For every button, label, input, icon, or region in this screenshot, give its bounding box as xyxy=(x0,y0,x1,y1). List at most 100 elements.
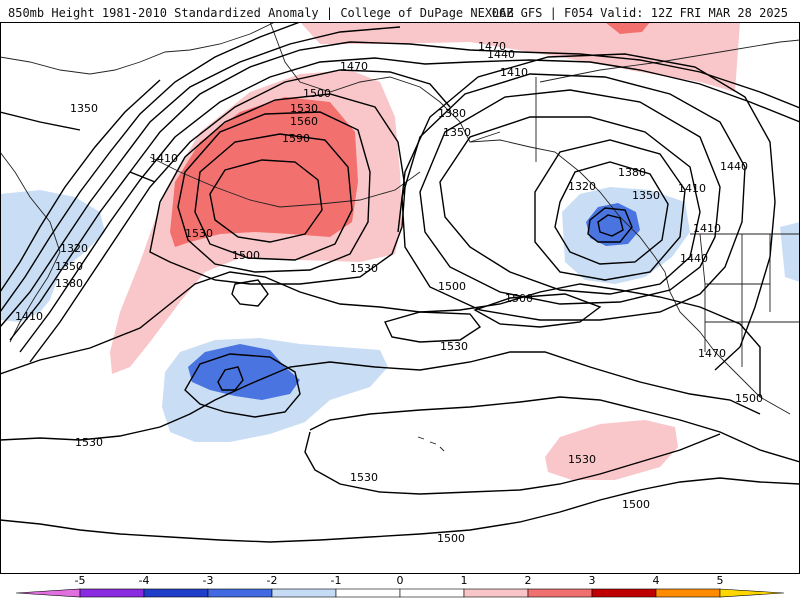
contour-1350-arc xyxy=(0,111,81,131)
legend-color-bar xyxy=(15,588,785,598)
legend-tick-minus4: -4 xyxy=(139,574,150,587)
positive-anomaly-southeast xyxy=(545,420,678,480)
label-1410-w: 1410 xyxy=(15,310,43,323)
label-1500-c2: 1500 xyxy=(505,292,533,305)
label-1500-s2: 1500 xyxy=(437,532,465,545)
legend-swatch-8 xyxy=(527,588,593,598)
contour-1410-arc xyxy=(129,171,156,183)
contour-1440 xyxy=(19,57,800,353)
label-1410-e3: 1410 xyxy=(693,222,721,235)
legend-tick-minus5: -5 xyxy=(75,574,86,587)
label-1530-w-high: 1530 xyxy=(185,227,213,240)
legend-swatch-5 xyxy=(335,588,401,598)
contour-1410-low xyxy=(419,89,721,305)
contour-1590 xyxy=(209,159,323,243)
label-1350-nw: 1350 xyxy=(70,102,98,115)
contour-1530-south xyxy=(309,396,800,463)
contour-1380-low xyxy=(439,116,701,295)
label-1530-w: 1530 xyxy=(75,436,103,449)
state-lines xyxy=(699,233,800,367)
contour-1530-central xyxy=(0,351,761,441)
label-1500-se: 1500 xyxy=(735,392,763,405)
hawaii-islands xyxy=(417,436,445,452)
contour-1470 xyxy=(29,69,451,363)
legend-swatch-11 xyxy=(719,588,785,598)
north-america-west-coast xyxy=(639,236,791,415)
positive-anomaly-top-strong xyxy=(605,22,650,34)
label-1530-sw-high: 1530 xyxy=(350,262,378,275)
positive-anomaly-top xyxy=(300,22,740,92)
contour-1440-low xyxy=(401,73,746,321)
contour-1320-west xyxy=(0,79,161,293)
color-legend: -5 -4 -3 -2 -1 0 1 2 3 4 5 xyxy=(15,574,785,598)
label-1530-se: 1530 xyxy=(568,453,596,466)
contour-1350-west xyxy=(0,22,301,313)
contour-1410 xyxy=(9,41,800,341)
legend-swatch-3 xyxy=(207,588,273,598)
legend-swatch-0 xyxy=(15,588,81,598)
contour-1500-loop-3 xyxy=(473,293,602,328)
run-info: 06Z GFS | F054 Valid: 12Z FRI MAR 28 202… xyxy=(491,6,788,20)
contour-1500-central xyxy=(0,271,761,397)
coastlines xyxy=(0,22,800,452)
legend-tick-labels: -5 -4 -3 -2 -1 0 1 2 3 4 5 xyxy=(75,574,724,587)
legend-swatch-6 xyxy=(399,588,465,598)
label-1530-c: 1530 xyxy=(440,340,468,353)
legend-tick-minus1: -1 xyxy=(331,574,342,587)
label-1560-n: 1560 xyxy=(290,115,318,128)
contour-1350-low xyxy=(534,139,686,281)
label-1500-c: 1500 xyxy=(438,280,466,293)
contour-1530-small-low xyxy=(217,366,244,391)
legend-tick-3: 3 xyxy=(589,574,596,587)
map-title: 850mb Height 1981-2010 Standardized Anom… xyxy=(8,6,514,20)
label-1500-n: 1500 xyxy=(303,87,331,100)
contour-1560 xyxy=(194,133,353,261)
kamchatka-coast xyxy=(0,151,61,343)
label-1410-e2: 1410 xyxy=(678,182,706,195)
label-1380-e: 1380 xyxy=(438,107,466,120)
label-1380-w: 1380 xyxy=(55,277,83,290)
contour-1530-south-loop xyxy=(304,431,721,495)
legend-swatch-9 xyxy=(591,588,657,598)
legend-swatch-4 xyxy=(271,588,337,598)
label-1470-se: 1470 xyxy=(698,347,726,360)
legend-tick-minus2: -2 xyxy=(267,574,278,587)
label-1380-e2: 1380 xyxy=(618,166,646,179)
contour-1500-loop-1 xyxy=(231,279,269,307)
contour-labels: 1350 1410 1320 1350 1380 1410 1470 1500 … xyxy=(15,40,763,545)
label-1500-w-high: 1500 xyxy=(232,249,260,262)
label-1350-w: 1350 xyxy=(55,260,83,273)
label-1530-n: 1530 xyxy=(290,102,318,115)
legend-swatch-2 xyxy=(143,588,209,598)
contour-1320-low xyxy=(554,161,669,265)
legend-tick-0: 0 xyxy=(397,574,404,587)
label-1320-w: 1320 xyxy=(60,242,88,255)
label-1440-ne: 1440 xyxy=(487,48,515,61)
contour-1470-low xyxy=(397,53,776,371)
legend-tick-minus3: -3 xyxy=(203,574,214,587)
alaska-interior-lines xyxy=(469,77,537,162)
legend-tick-2: 2 xyxy=(525,574,532,587)
contour-small-low-east xyxy=(597,214,624,237)
label-1350-e2: 1350 xyxy=(632,189,660,202)
anomaly-map: 1350 1410 1320 1350 1380 1410 1470 1500 … xyxy=(0,22,800,574)
aleutian-chain xyxy=(149,156,421,208)
label-1440-e: 1440 xyxy=(680,252,708,265)
legend-tick-4: 4 xyxy=(653,574,660,587)
label-1320-e: 1320 xyxy=(568,180,596,193)
label-1440-ne2: 1440 xyxy=(720,160,748,173)
label-1500-s: 1500 xyxy=(622,498,650,511)
label-1590: 1590 xyxy=(282,132,310,145)
map-background xyxy=(0,22,800,574)
contour-1530-low-central xyxy=(184,353,301,418)
legend-swatch-7 xyxy=(463,588,529,598)
legend-swatch-10 xyxy=(655,588,721,598)
label-1470-ne: 1470 xyxy=(478,40,506,53)
height-contours xyxy=(0,22,800,543)
contour-1380-west xyxy=(0,26,401,328)
alaska-coast xyxy=(269,22,641,238)
legend-tick-5: 5 xyxy=(717,574,724,587)
canada-interior xyxy=(539,39,800,83)
contour-small-low-east-2 xyxy=(587,207,633,243)
